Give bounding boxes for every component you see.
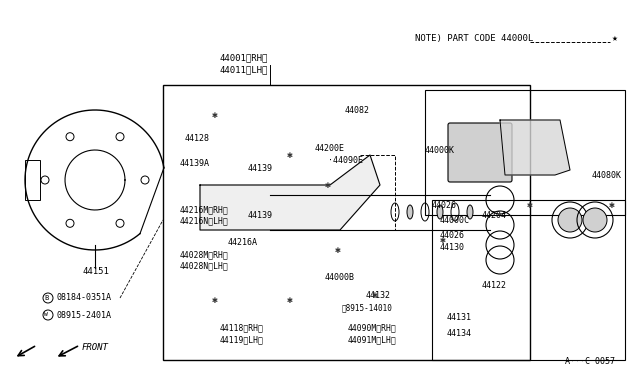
Text: 44216M〈RH〉: 44216M〈RH〉 — [180, 205, 228, 215]
Text: 44028N〈LH〉: 44028N〈LH〉 — [180, 262, 228, 270]
Text: 44122: 44122 — [482, 280, 507, 289]
Text: 44139: 44139 — [248, 211, 273, 219]
Text: ✱: ✱ — [440, 235, 446, 245]
Text: FRONT: FRONT — [82, 343, 109, 353]
Text: 44131: 44131 — [447, 314, 472, 323]
Text: 44000C: 44000C — [440, 215, 470, 224]
Text: 44151: 44151 — [82, 267, 109, 276]
Text: 44139: 44139 — [248, 164, 273, 173]
Text: ✱: ✱ — [212, 110, 218, 120]
Text: 44132: 44132 — [366, 291, 391, 299]
FancyBboxPatch shape — [448, 123, 512, 182]
Text: 44130: 44130 — [440, 244, 465, 253]
Text: 44001〈RH〉: 44001〈RH〉 — [220, 54, 268, 62]
Text: ✱: ✱ — [335, 245, 341, 255]
Text: 44028M〈RH〉: 44028M〈RH〉 — [180, 250, 228, 260]
Text: 44204: 44204 — [482, 211, 507, 219]
Text: 44134: 44134 — [447, 328, 472, 337]
Text: 44082: 44082 — [345, 106, 370, 115]
Ellipse shape — [467, 205, 473, 219]
Text: ✱: ✱ — [527, 200, 533, 210]
Polygon shape — [500, 120, 570, 175]
Text: ✱: ✱ — [287, 150, 293, 160]
Text: 44091M〈LH〉: 44091M〈LH〉 — [348, 336, 397, 344]
Text: 44090M〈RH〉: 44090M〈RH〉 — [348, 324, 397, 333]
Bar — [432, 200, 625, 360]
Text: A···C 0057: A···C 0057 — [565, 357, 615, 366]
Circle shape — [558, 208, 582, 232]
Text: ✱: ✱ — [609, 200, 615, 210]
Text: W: W — [44, 312, 48, 317]
Text: B: B — [44, 295, 48, 301]
Text: ✱: ✱ — [287, 295, 293, 305]
Text: ★: ★ — [612, 33, 618, 43]
Text: 44118〈RH〉: 44118〈RH〉 — [220, 324, 264, 333]
Text: 44200E: 44200E — [315, 144, 345, 153]
Text: 08915-2401A: 08915-2401A — [56, 311, 111, 320]
Ellipse shape — [437, 205, 443, 219]
Bar — [163, 85, 530, 360]
Text: 44216A: 44216A — [228, 237, 258, 247]
Text: 44119〈LH〉: 44119〈LH〉 — [220, 336, 264, 344]
Text: NOTE) PART CODE 44000L: NOTE) PART CODE 44000L — [415, 33, 533, 42]
Text: ✱: ✱ — [325, 180, 331, 190]
Text: ✱: ✱ — [212, 295, 218, 305]
Bar — [425, 90, 625, 215]
Text: 44080K: 44080K — [592, 170, 622, 180]
Text: 44139A: 44139A — [180, 158, 210, 167]
Text: 44128: 44128 — [185, 134, 210, 142]
Text: 08184-0351A: 08184-0351A — [56, 294, 111, 302]
Text: ·44090E: ·44090E — [328, 155, 363, 164]
Text: 44216N〈LH〉: 44216N〈LH〉 — [180, 217, 228, 225]
Text: 44026: 44026 — [440, 231, 465, 240]
Circle shape — [583, 208, 607, 232]
Bar — [25, 160, 40, 200]
Polygon shape — [200, 155, 380, 230]
Text: 44026: 44026 — [432, 201, 457, 209]
Text: ⓦ8915-14010: ⓦ8915-14010 — [342, 304, 393, 312]
Text: 44000B: 44000B — [325, 273, 355, 282]
Text: 44011〈LH〉: 44011〈LH〉 — [220, 65, 268, 74]
Ellipse shape — [407, 205, 413, 219]
Text: 44000K: 44000K — [425, 145, 455, 154]
Text: ✱: ✱ — [372, 290, 378, 300]
